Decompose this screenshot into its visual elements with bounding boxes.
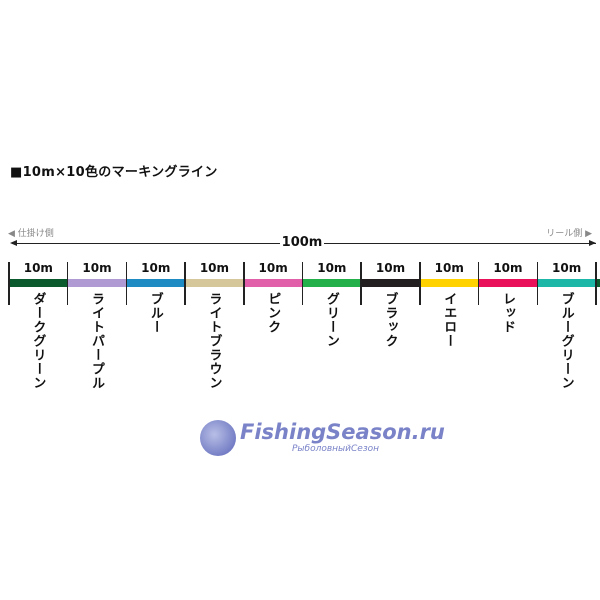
segment-length-label: 10m: [493, 261, 523, 275]
color-band: [302, 279, 362, 287]
segment-length-label: 10m: [199, 261, 230, 275]
segment-tick: [360, 262, 362, 305]
color-name-label: グリーン: [323, 292, 339, 348]
arrow-left-icon: [10, 240, 17, 246]
segment-tick: [419, 262, 421, 305]
color-name-label: ブルー: [147, 292, 163, 334]
color-name-label: ブルーグリーン: [558, 292, 574, 390]
color-band: [185, 279, 244, 287]
reel-side-label: リール側 ▶: [546, 229, 592, 239]
segment-tick: [536, 262, 539, 305]
color-name-label: ライトブラウン: [206, 292, 222, 390]
color-band: [478, 279, 538, 287]
color-name-label: ピンク: [265, 292, 281, 334]
segment-tick: [301, 262, 304, 305]
color-name-label: イエロー: [441, 292, 457, 348]
segment-tick: [184, 262, 186, 305]
watermark-subtext: РыболовныйСезон: [292, 444, 379, 454]
color-band: [537, 279, 596, 287]
segment-length-label: 10m: [552, 261, 582, 275]
segment-tick: [125, 262, 128, 305]
segment-length-label: 10m: [375, 261, 406, 275]
segment-length-label: 10m: [434, 261, 464, 275]
color-band: [126, 279, 186, 287]
color-name-label: ダークグリーン: [30, 292, 46, 390]
watermark-text: FishingSeason.ru: [240, 420, 445, 444]
band-continuation: [596, 279, 600, 287]
segment-tick: [477, 262, 480, 305]
color-band: [9, 279, 68, 287]
color-name-label: レッド: [499, 292, 515, 334]
arrow-right-icon: [589, 240, 596, 246]
segment-length-label: 10m: [258, 261, 288, 275]
segment-tick: [243, 262, 245, 305]
segment-length-label: 10m: [317, 261, 347, 275]
total-length-label: 100m: [280, 235, 324, 250]
color-band: [361, 279, 420, 287]
color-name-label: ライトパープル: [89, 292, 105, 390]
color-band: [67, 279, 127, 287]
segment-length-label: 10m: [23, 261, 53, 275]
segment-length-label: 10m: [141, 261, 171, 275]
segment-length-label: 10m: [82, 261, 112, 275]
segment-tick: [66, 262, 69, 305]
diagram-title: ■10m×10色のマーキングライン: [10, 165, 218, 180]
watermark-logo: FishingSeason.ru РыболовныйСезон: [200, 420, 445, 456]
segment-tick: [595, 262, 597, 305]
segment-tick: [8, 262, 10, 305]
color-band: [419, 279, 479, 287]
tackle-side-label: ◀ 仕掛け側: [8, 229, 54, 239]
color-band: [243, 279, 303, 287]
globe-icon: [200, 420, 236, 456]
color-name-label: ブラック: [382, 292, 398, 348]
